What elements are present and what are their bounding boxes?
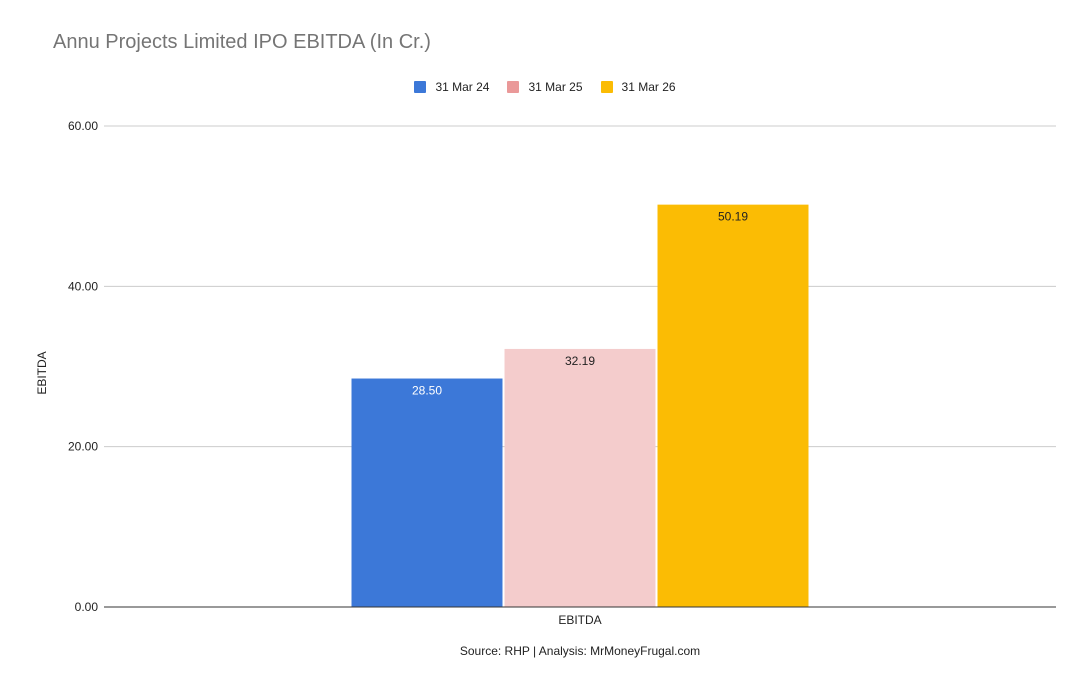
x-tick-label: EBITDA [558,613,601,627]
y-tick-label: 40.00 [68,279,98,293]
y-tick-label: 20.00 [68,440,98,454]
legend-label-mar25: 31 Mar 25 [528,80,583,94]
legend-swatch-mar26 [600,81,613,93]
legend-item-mar25: 31 Mar 25 [507,80,583,94]
data-label: 50.19 [718,210,748,224]
legend-label-mar26: 31 Mar 26 [621,80,676,94]
y-tick-label: 60.00 [68,119,98,133]
y-tick-label: 0.00 [75,600,99,614]
data-label: 28.50 [412,384,442,398]
bar [504,348,656,607]
data-label: 32.19 [565,354,595,368]
legend-label-mar24: 31 Mar 24 [435,80,490,94]
bar [657,204,809,607]
bar [351,378,503,607]
legend: 31 Mar 24 31 Mar 25 31 Mar 26 [0,80,1090,94]
legend-item-mar26: 31 Mar 26 [600,80,676,94]
legend-item-mar24: 31 Mar 24 [414,80,489,94]
legend-swatch-mar25 [507,81,520,93]
chart-title: Annu Projects Limited IPO EBITDA (In Cr.… [53,31,431,53]
source-footnote: Source: RHP | Analysis: MrMoneyFrugal.co… [459,644,701,658]
legend-swatch-mar24 [414,81,427,93]
